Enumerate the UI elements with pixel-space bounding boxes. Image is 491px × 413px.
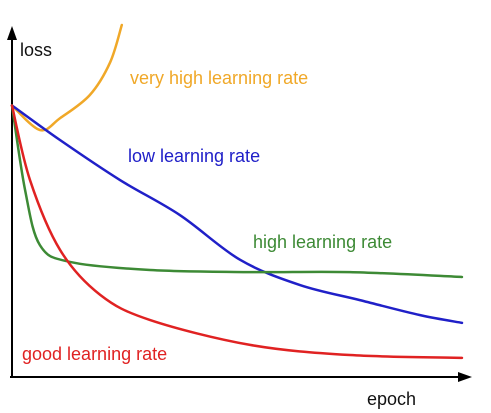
loss-curve	[10, 23, 124, 132]
loss-curve	[10, 104, 464, 360]
series-label: low learning rate	[128, 146, 260, 166]
series-label: high learning rate	[253, 232, 392, 252]
loss-curve	[10, 104, 464, 325]
loss-curve	[10, 104, 464, 279]
x-axis-label: epoch	[367, 389, 416, 409]
y-axis-label: loss	[20, 40, 52, 60]
series-label: good learning rate	[22, 344, 167, 364]
y-axis-arrow	[7, 26, 17, 40]
series-label: very high learning rate	[130, 68, 308, 88]
x-axis-arrow	[458, 372, 472, 382]
